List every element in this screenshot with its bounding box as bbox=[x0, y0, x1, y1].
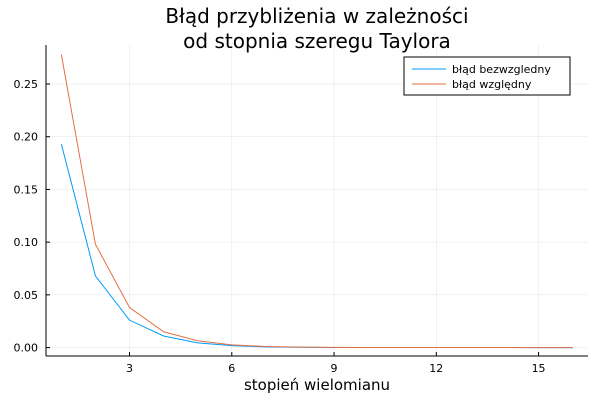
series-line-0 bbox=[60, 143, 573, 349]
chart-title-line-2: od stopnia szeregu Taylora bbox=[183, 29, 451, 53]
x-axis-label: stopień wielomianu bbox=[244, 376, 390, 394]
legend: błąd bezwzgledny błąd względny bbox=[403, 56, 571, 96]
y-tick-label: 0.05 bbox=[14, 289, 39, 302]
x-tick-label: 6 bbox=[228, 362, 235, 375]
y-tick-label: 0.25 bbox=[14, 78, 39, 91]
x-tick-label: 9 bbox=[331, 362, 338, 375]
y-tick-label: 0.15 bbox=[14, 183, 39, 196]
legend-box bbox=[403, 56, 571, 96]
x-tick-label: 3 bbox=[126, 362, 133, 375]
chart-title-line-1: Błąd przybliżenia w zależności bbox=[165, 4, 468, 28]
chart-title: Błąd przybliżenia w zależności od stopni… bbox=[165, 4, 468, 53]
legend-label-rel-error: błąd względny bbox=[452, 78, 532, 91]
x-tick-label: 12 bbox=[429, 362, 443, 375]
series-layer bbox=[60, 54, 573, 349]
x-tick-label: 15 bbox=[532, 362, 546, 375]
tick-labels: 3 6 9 12 15 0.00 0.05 0.10 0.15 0.20 0.25 bbox=[14, 78, 546, 375]
y-tick-label: 0.00 bbox=[14, 342, 39, 355]
y-tick-label: 0.10 bbox=[14, 236, 39, 249]
axes bbox=[45, 45, 588, 357]
series-line-1 bbox=[60, 54, 573, 349]
y-tick-label: 0.20 bbox=[14, 131, 39, 144]
legend-label-abs-error: błąd bezwzgledny bbox=[452, 63, 551, 76]
